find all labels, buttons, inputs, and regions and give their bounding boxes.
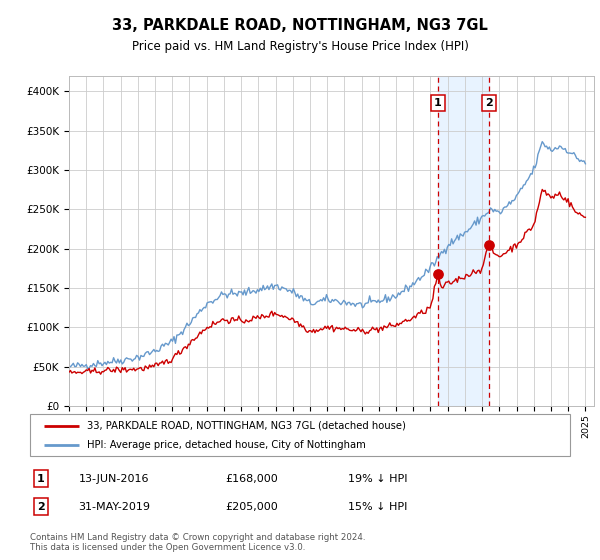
Text: 2: 2 <box>37 502 44 512</box>
Text: HPI: Average price, detached house, City of Nottingham: HPI: Average price, detached house, City… <box>86 440 365 450</box>
Text: £205,000: £205,000 <box>226 502 278 512</box>
Text: 19% ↓ HPI: 19% ↓ HPI <box>348 474 408 484</box>
Text: Price paid vs. HM Land Registry's House Price Index (HPI): Price paid vs. HM Land Registry's House … <box>131 40 469 53</box>
Text: 1: 1 <box>434 98 442 108</box>
Text: 13-JUN-2016: 13-JUN-2016 <box>79 474 149 484</box>
Text: 15% ↓ HPI: 15% ↓ HPI <box>349 502 407 512</box>
Text: 31-MAY-2019: 31-MAY-2019 <box>78 502 150 512</box>
Text: This data is licensed under the Open Government Licence v3.0.: This data is licensed under the Open Gov… <box>30 543 305 552</box>
Text: 1: 1 <box>37 474 44 484</box>
Text: £168,000: £168,000 <box>226 474 278 484</box>
Text: Contains HM Land Registry data © Crown copyright and database right 2024.: Contains HM Land Registry data © Crown c… <box>30 533 365 542</box>
Bar <box>438 76 489 406</box>
Point <box>484 240 494 249</box>
Text: 2: 2 <box>485 98 493 108</box>
Point <box>433 269 443 278</box>
Text: 33, PARKDALE ROAD, NOTTINGHAM, NG3 7GL: 33, PARKDALE ROAD, NOTTINGHAM, NG3 7GL <box>112 18 488 34</box>
Text: 33, PARKDALE ROAD, NOTTINGHAM, NG3 7GL (detached house): 33, PARKDALE ROAD, NOTTINGHAM, NG3 7GL (… <box>86 421 406 431</box>
